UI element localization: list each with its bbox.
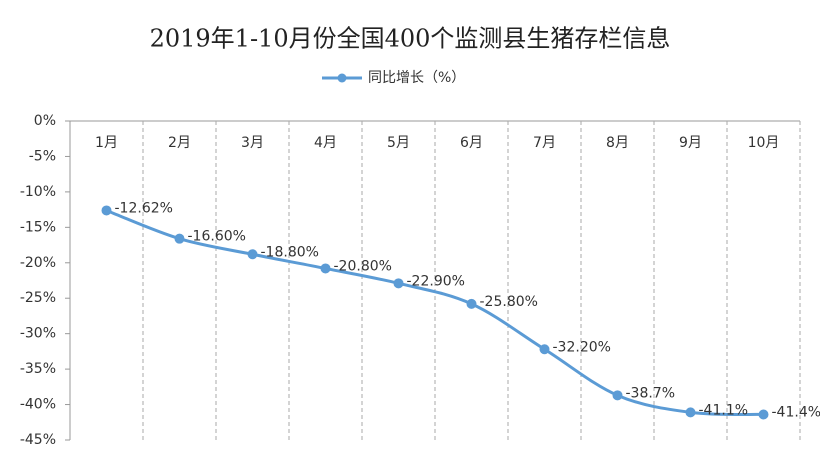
point (174, 233, 185, 244)
point (612, 390, 623, 401)
data-label: -22.90% (407, 273, 465, 289)
x-tick-label: 1月 (95, 135, 118, 151)
x-tick-label: 4月 (314, 135, 337, 151)
legend-marker (337, 73, 347, 83)
x-tick-label: 3月 (241, 135, 264, 151)
y-tick-label: -40% (20, 397, 56, 413)
x-tick-label: 8月 (606, 135, 629, 151)
y-tick-label: -5% (29, 148, 56, 164)
x-tick-label: 10月 (748, 135, 780, 151)
x-tick-label: 7月 (533, 135, 556, 151)
y-tick-label: -20% (20, 255, 56, 271)
legend-label: 同比增长（%） (368, 70, 465, 86)
y-tick-label: -10% (20, 184, 56, 200)
y-tick-label: -30% (20, 326, 56, 342)
data-label: -41.1% (699, 402, 749, 418)
series-line (105, 209, 764, 416)
data-label: -32.20% (553, 339, 611, 355)
point (466, 298, 477, 309)
point (247, 249, 258, 260)
y-tick-label: -25% (20, 290, 56, 306)
data-label: -12.62% (115, 200, 173, 216)
point (758, 409, 769, 420)
data-label: -25.80% (480, 294, 538, 310)
point (393, 278, 404, 289)
y-tick-label: -45% (20, 432, 56, 448)
x-tick-label: 6月 (460, 135, 483, 151)
y-tick-label: 0% (34, 113, 56, 129)
data-label: -18.80% (261, 244, 319, 260)
y-tick-label: -35% (20, 361, 56, 377)
x-tick-label: 2月 (168, 135, 191, 151)
y-tick-label: -15% (20, 219, 56, 235)
data-label: -41.4% (772, 404, 820, 420)
data-label: -20.80% (334, 258, 392, 274)
x-tick-label: 9月 (679, 135, 702, 151)
point (320, 263, 331, 274)
point (685, 407, 696, 418)
data-label: -38.7% (626, 385, 676, 401)
chart-title: 2019年1-10月份全国400个监测县生猪存栏信息 (150, 25, 671, 53)
data-label: -16.60% (188, 229, 246, 245)
point (539, 344, 550, 355)
point (101, 205, 112, 216)
x-tick-label: 5月 (387, 135, 410, 151)
